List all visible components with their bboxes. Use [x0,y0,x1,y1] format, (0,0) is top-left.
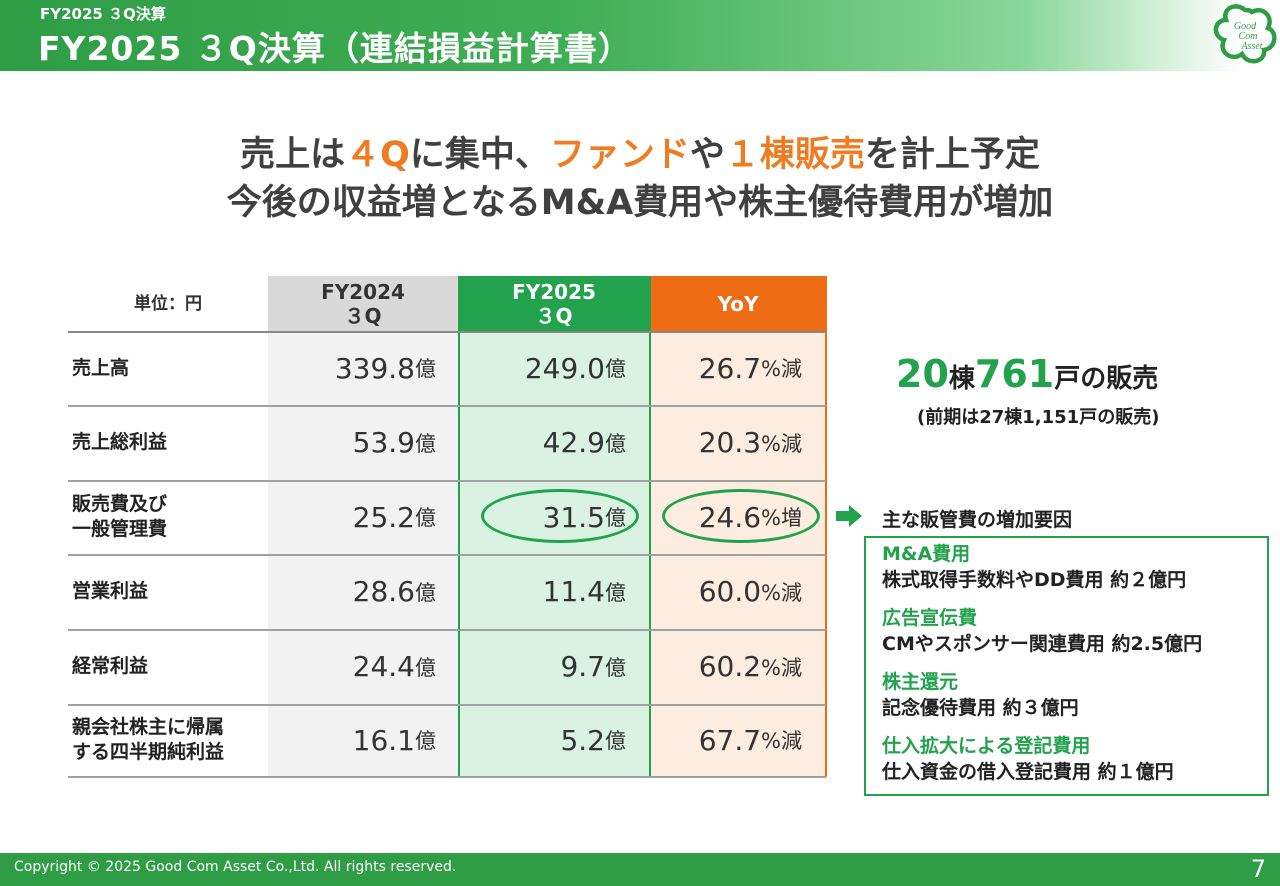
row-divider [68,554,826,556]
col-header-line: ３Q [535,303,573,328]
pl-table: 単位：円 FY2024 ３Q FY2025 ３Q YoY 売上高 339.8 億 … [68,276,828,778]
headline-accent: ファンド [549,135,690,175]
page-number: 7 [1250,855,1266,883]
logo-text-2: Com [1239,31,1258,42]
col-header-yoy: YoY [717,291,759,316]
yoy-value: 26.7 %減 [698,351,802,385]
page-title: FY2025 ３Q決算（連結損益計算書） [38,29,632,68]
copyright-text: Copyright © 2025 Good Com Asset Co.,Ltd.… [14,859,457,875]
row-divider [68,704,826,706]
breadcrumb: FY2025 ３Q決算 [40,5,166,23]
sales-count: 20棟761戸の販売 [896,352,1159,396]
row-divider [68,480,826,482]
col-header-line: FY2024 [321,279,405,304]
fy2024-value: 25.2 億 [352,500,436,534]
row-divider [68,629,826,631]
unit-label: 単位：円 [134,293,202,314]
factor-desc: CMやスポンサー関連費用 約2.5億円 [882,633,1203,655]
highlight-ellipse-sga-fy2025 [481,489,639,543]
headline-part: を計上予定 [864,135,1040,175]
fy2025-header-bg [458,276,650,331]
factor-box: M&A費用 株式取得手数料やDD費用 約２億円 広告宣伝費 CMやスポンサー関連… [864,536,1269,796]
factor-name: 広告宣伝費 [882,607,978,629]
factor-name: 株主還元 [882,671,959,693]
headline-part: や [689,135,725,175]
company-logo: Good Com Asset [1213,4,1277,64]
factor-desc: 記念優待費用 約３億円 [882,697,1079,719]
row-label-ordinary-profit: 経常利益 [72,655,149,677]
footer-band: Copyright © 2025 Good Com Asset Co.,Ltd.… [0,853,1280,886]
row-label-net-sales: 売上高 [72,356,130,379]
header-band: FY2025 ３Q決算 FY2025 ３Q決算（連結損益計算書） [0,0,1280,71]
fy2025-value: 9.7 億 [560,650,626,683]
yoy-value: 60.2 %減 [698,650,802,683]
fy2024-value: 16.1 億 [352,723,436,757]
factor-title: 主な販管費の増加要因 [882,509,1073,531]
yoy-value: 67.7 %減 [698,723,802,757]
yoy-header-bg [650,276,826,331]
factor-desc: 株式取得手数料やDD費用 約２億円 [882,569,1187,591]
col-header-fy2024: FY2024 ３Q [268,276,458,331]
fy2024-value: 28.6 億 [352,575,436,608]
yoy-value: 60.0 %減 [698,575,802,608]
fy2025-value: 249.0 億 [524,351,626,385]
factor-desc: 仕入資金の借入登記費用 約１億円 [882,761,1174,783]
col-header-line: ３Q [344,303,382,328]
logo-text-3: Asset [1240,41,1262,52]
yoy-value: 20.3 %減 [698,426,802,459]
factor-name: 仕入拡大による登記費用 [882,735,1091,757]
fy2024-value: 339.8 億 [334,351,436,385]
row-label-gross-profit: 売上総利益 [72,431,168,453]
headline-part: 売上は [240,135,346,175]
col-header-line: FY2025 [512,279,596,304]
col-header-fy2025: FY2025 ３Q [458,276,650,331]
row-label-operating-profit: 営業利益 [72,580,149,602]
arrow-right-icon [836,505,862,527]
row-label-sga: 販売費及び 一般管理費 [72,493,168,540]
headline-part: に集中、 [409,135,550,175]
fy2024-value: 24.4 億 [352,650,436,683]
yoy-right-border [825,276,827,777]
headline-line-1: 売上は４Qに集中、ファンドや１棟販売を計上予定 [0,126,1280,177]
fy2025-value: 42.9 億 [542,426,626,459]
headline-line-2: 今後の収益増となるM&A費用や株主優待費用が増加 [226,183,1054,223]
row-divider [68,331,826,333]
fy2025-right-border [649,276,651,777]
fy2025-value: 5.2 億 [560,723,626,757]
row-divider [68,405,826,407]
fy2024-value: 53.9 億 [352,426,436,459]
highlight-ellipse-sga-yoy [662,489,820,543]
row-label-net-income: 親会社株主に帰属 する四半期純利益 [72,716,225,763]
headline-accent: ４Q [345,135,410,175]
fy2025-left-border [458,276,460,777]
fy2024-header-bg [268,276,458,331]
table-bottom-border [68,776,826,778]
factor-name: M&A費用 [882,543,971,565]
headline-accent: １棟販売 [724,135,865,175]
logo-text-1: Good [1234,21,1257,32]
sales-previous-note: (前期は27棟1,151戸の販売) [917,407,1160,428]
fy2025-value: 11.4 億 [542,575,626,608]
